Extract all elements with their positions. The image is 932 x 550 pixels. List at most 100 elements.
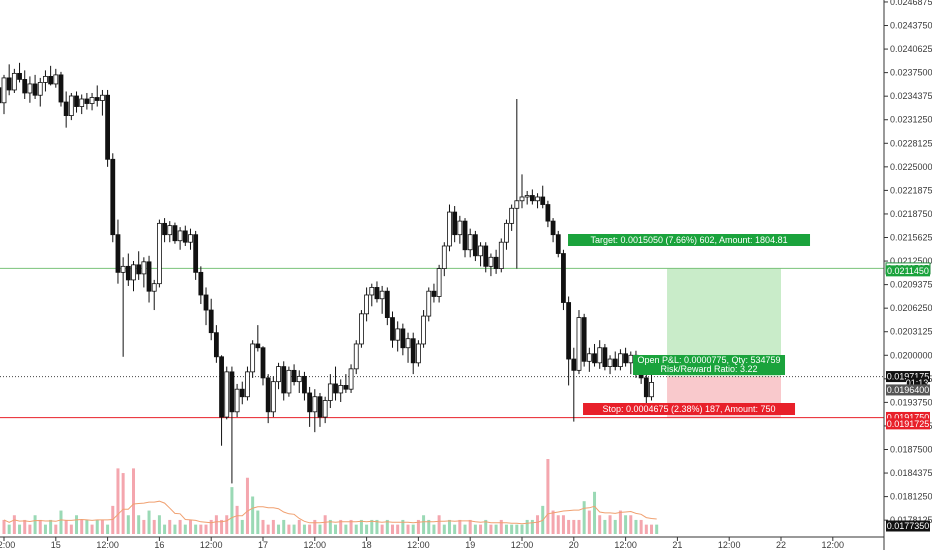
candle-body[interactable] [188, 234, 193, 243]
candle-body[interactable] [229, 371, 235, 413]
candle-body[interactable] [421, 315, 426, 345]
candle-body[interactable] [291, 369, 297, 383]
candle-body[interactable] [576, 317, 582, 371]
candle-body[interactable] [467, 234, 473, 251]
candle-body[interactable] [597, 347, 603, 364]
candle-body[interactable] [219, 356, 224, 418]
candle-body[interactable] [504, 222, 509, 243]
candle-body[interactable] [136, 264, 142, 275]
candle-body[interactable] [643, 377, 649, 398]
candle-body[interactable] [452, 211, 458, 236]
candle-body[interactable] [566, 302, 572, 360]
candle-body[interactable] [53, 74, 59, 85]
candle-body[interactable] [224, 371, 230, 418]
candle-body[interactable] [628, 354, 634, 364]
candle-body[interactable] [353, 343, 359, 370]
candle-body[interactable] [338, 385, 344, 394]
candle-body[interactable] [6, 77, 12, 91]
candle-body[interactable] [535, 196, 540, 202]
candle-body[interactable] [208, 309, 214, 334]
candle-body[interactable] [540, 196, 546, 205]
candle-body[interactable] [441, 245, 447, 269]
candle-body[interactable] [483, 245, 489, 267]
candle-body[interactable] [198, 271, 204, 296]
candle-body[interactable] [43, 75, 48, 83]
candle-body[interactable] [514, 200, 520, 209]
candle-body[interactable] [260, 347, 266, 379]
candle-body[interactable] [312, 396, 318, 413]
candle-body[interactable] [32, 83, 38, 96]
candle-body[interactable] [343, 385, 349, 390]
candle-body[interactable] [333, 383, 338, 394]
candle-body[interactable] [115, 234, 121, 273]
candle-body[interactable] [581, 317, 587, 362]
candle-body[interactable] [151, 283, 157, 292]
candle-body[interactable] [68, 95, 74, 116]
candle-body[interactable] [203, 294, 209, 311]
candle-body[interactable] [17, 72, 22, 80]
candle-body[interactable] [120, 265, 126, 273]
candle-body[interactable] [281, 366, 287, 394]
candle-body[interactable] [602, 347, 608, 367]
candle-body[interactable] [302, 375, 307, 394]
candle-body[interactable] [182, 230, 188, 243]
candle-body[interactable] [410, 338, 416, 364]
candle-body[interactable] [37, 82, 43, 96]
candle-body[interactable] [612, 358, 618, 367]
candle-body[interactable] [447, 211, 452, 247]
candle-body[interactable] [623, 353, 628, 364]
candle-body[interactable] [89, 97, 95, 104]
candle-body[interactable] [550, 220, 556, 236]
candle-body[interactable] [359, 313, 364, 345]
candle-body[interactable] [110, 158, 116, 236]
candle-body[interactable] [395, 328, 401, 341]
candle-body[interactable] [167, 225, 173, 236]
candle-body[interactable] [125, 265, 131, 281]
candle-body[interactable] [384, 290, 390, 318]
candle-body[interactable] [213, 332, 219, 358]
candle-body[interactable] [509, 207, 515, 224]
candle-body[interactable] [286, 369, 292, 394]
candle-body[interactable] [1, 77, 7, 104]
candle-body[interactable] [400, 328, 406, 349]
candle-body[interactable] [493, 256, 499, 269]
candle-body[interactable] [431, 290, 437, 297]
candle-body[interactable] [390, 317, 395, 341]
candle-body[interactable] [94, 97, 100, 101]
candle-body[interactable] [322, 400, 328, 418]
candle-body[interactable] [156, 222, 162, 285]
candle-body[interactable] [177, 230, 183, 242]
candle-body[interactable] [317, 396, 323, 418]
candle-body[interactable] [348, 368, 354, 390]
candle-body[interactable] [79, 98, 85, 107]
candle-body[interactable] [255, 343, 261, 349]
candle-body[interactable] [545, 204, 551, 222]
candle-body[interactable] [22, 79, 28, 94]
candle-body[interactable] [488, 256, 494, 267]
candle-body[interactable] [592, 353, 597, 364]
candle-body[interactable] [307, 392, 313, 413]
candle-body[interactable] [364, 294, 370, 315]
candle-body[interactable] [462, 220, 468, 251]
candle-body[interactable] [74, 95, 79, 107]
candle-body[interactable] [374, 287, 380, 300]
candle-body[interactable] [250, 343, 256, 373]
candle-body[interactable] [478, 245, 483, 257]
candle-body[interactable] [234, 388, 240, 413]
candle-body[interactable] [100, 94, 105, 101]
candle-body[interactable] [555, 234, 561, 254]
candle-body[interactable] [529, 195, 535, 202]
candle-body[interactable] [27, 83, 33, 94]
candle-body[interactable] [519, 196, 525, 202]
candle-body[interactable] [649, 382, 654, 398]
candle-body[interactable] [415, 343, 421, 364]
candle-body[interactable] [498, 241, 504, 269]
candle-body[interactable] [379, 290, 385, 300]
candle-body[interactable] [105, 94, 110, 160]
candle-body[interactable] [193, 234, 199, 273]
candle-body[interactable] [245, 371, 250, 398]
candle-body[interactable] [11, 72, 17, 91]
candle-body[interactable] [162, 222, 167, 236]
